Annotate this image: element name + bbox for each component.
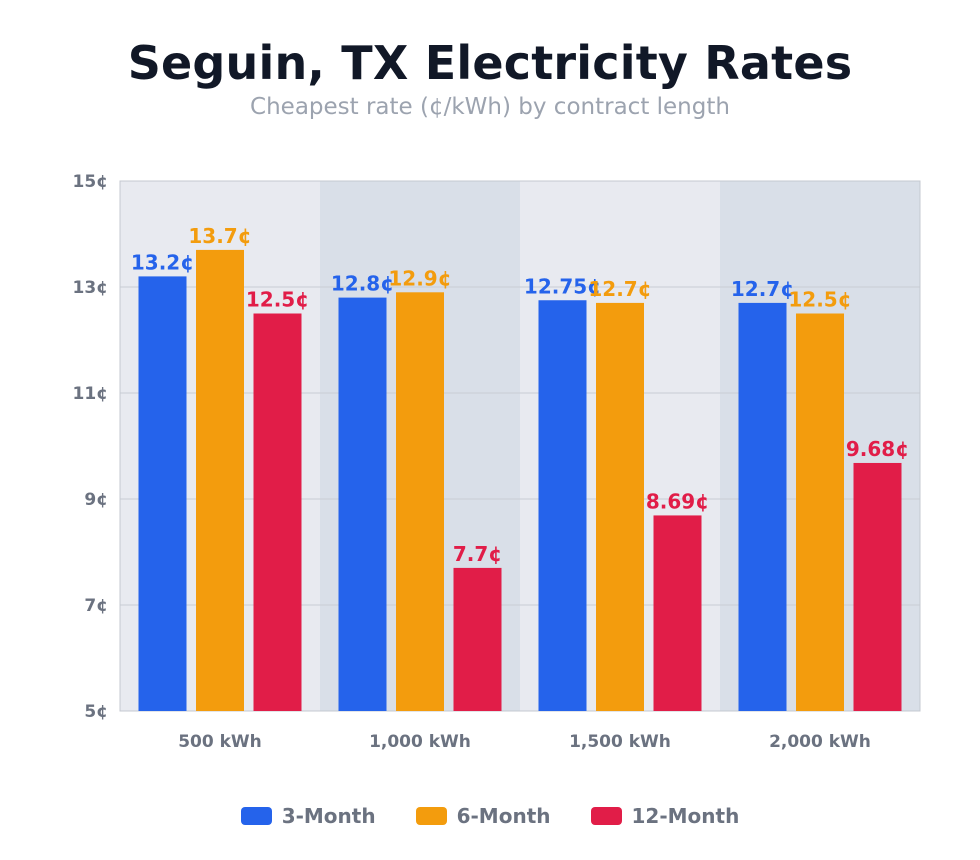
data-label: 13.2¢ bbox=[131, 250, 194, 274]
bar bbox=[738, 302, 787, 711]
legend-label: 6-Month bbox=[456, 804, 551, 828]
x-tick-label: 500 kWh bbox=[178, 732, 262, 752]
bar bbox=[253, 313, 302, 711]
bar bbox=[796, 313, 844, 711]
data-label: 8.69¢ bbox=[646, 489, 709, 513]
legend-swatch bbox=[415, 807, 447, 825]
chart-legend: 3-Month 6-Month 12-Month bbox=[0, 804, 980, 828]
legend-item: 6-Month bbox=[415, 804, 551, 828]
x-tick-label: 2,000 kWh bbox=[769, 732, 871, 752]
data-label: 9.68¢ bbox=[846, 437, 909, 461]
legend-item: 12-Month bbox=[590, 804, 740, 828]
legend-label: 12-Month bbox=[631, 804, 740, 828]
x-tick-label: 1,000 kWh bbox=[369, 732, 471, 752]
y-tick-label: 7¢ bbox=[84, 596, 108, 616]
data-label: 7.7¢ bbox=[453, 542, 502, 566]
data-label: 12.5¢ bbox=[246, 288, 309, 312]
bar bbox=[453, 567, 502, 711]
data-label: 12.7¢ bbox=[588, 277, 651, 301]
legend-item: 3-Month bbox=[240, 804, 376, 828]
bar bbox=[138, 276, 187, 711]
legend-label: 3-Month bbox=[281, 804, 376, 828]
data-label: 12.9¢ bbox=[388, 266, 451, 290]
y-tick-label: 15¢ bbox=[73, 172, 109, 192]
chart-subtitle: Cheapest rate (¢/kWh) by contract length bbox=[250, 94, 730, 120]
bar bbox=[596, 302, 644, 711]
y-tick-label: 5¢ bbox=[84, 702, 108, 722]
chart-title: Seguin, TX Electricity Rates bbox=[127, 36, 853, 90]
y-tick-label: 13¢ bbox=[73, 278, 109, 298]
y-tick-label: 9¢ bbox=[84, 490, 108, 510]
bar bbox=[196, 249, 244, 711]
bar bbox=[853, 462, 902, 711]
data-label: 12.75¢ bbox=[524, 274, 601, 298]
bar bbox=[653, 515, 702, 711]
data-label: 12.7¢ bbox=[731, 277, 794, 301]
y-tick-label: 11¢ bbox=[73, 384, 109, 404]
bar bbox=[538, 300, 587, 711]
plot-frame bbox=[119, 180, 921, 712]
data-label: 13.7¢ bbox=[188, 224, 251, 248]
legend-swatch bbox=[240, 807, 272, 825]
legend-swatch bbox=[590, 807, 622, 825]
data-label: 12.8¢ bbox=[331, 272, 394, 296]
x-tick-label: 1,500 kWh bbox=[569, 732, 671, 752]
data-label: 12.5¢ bbox=[788, 288, 851, 312]
bar bbox=[396, 292, 444, 711]
bar bbox=[338, 297, 387, 711]
